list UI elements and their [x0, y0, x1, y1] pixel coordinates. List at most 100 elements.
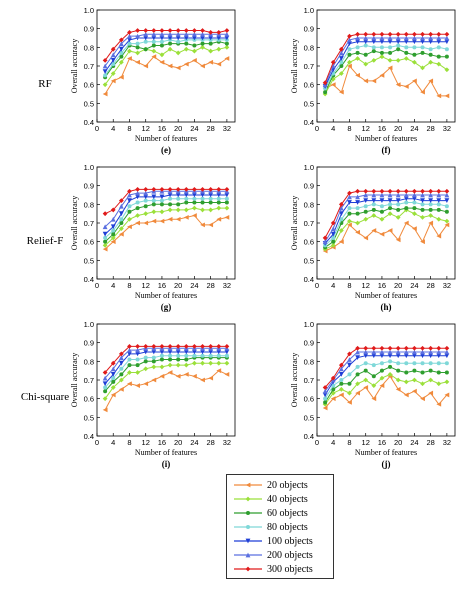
x-tick-label: 28 [426, 124, 434, 133]
legend-item: 20 objects [233, 478, 327, 492]
data-point [192, 349, 197, 355]
x-tick-label: 16 [158, 281, 166, 290]
data-point [143, 194, 149, 200]
data-point [208, 35, 214, 41]
data-point [111, 379, 116, 384]
data-point [444, 93, 450, 99]
y-tick-label: 0.5 [84, 99, 94, 108]
chart-panel-e: 0.4 0.5 0.6 0.7 0.8 0.9 1.0 0 4 8 12 16 20 24 28 32 Numb… [70, 6, 236, 155]
data-point [208, 344, 214, 349]
series-20-objects [102, 213, 230, 252]
data-point [387, 353, 393, 359]
data-point [135, 370, 140, 375]
x-axis-label: Number of features [355, 291, 417, 300]
data-point [363, 78, 369, 84]
data-point [167, 28, 173, 33]
series-20-objects [322, 63, 450, 99]
data-point [192, 373, 197, 379]
x-tick-label: 24 [190, 124, 198, 133]
series-line [324, 347, 447, 388]
data-point [387, 345, 393, 351]
data-point [135, 41, 140, 46]
y-tick-label: 0.8 [304, 200, 314, 209]
data-point [371, 192, 377, 198]
data-point [395, 39, 401, 45]
y-tick-label: 0.9 [304, 339, 314, 348]
data-point [175, 65, 181, 71]
y-tick-label: 1.0 [304, 6, 314, 15]
data-point [412, 52, 417, 57]
data-point [355, 50, 360, 55]
data-point [428, 188, 434, 194]
y-tick-label: 0.7 [84, 62, 94, 71]
data-point [168, 41, 173, 46]
data-point [420, 349, 425, 355]
data-point [395, 188, 401, 194]
data-point [338, 392, 344, 398]
x-tick-label: 4 [111, 438, 115, 447]
data-point [371, 374, 376, 379]
data-point [355, 355, 360, 360]
data-point [428, 192, 434, 198]
data-point [118, 360, 124, 366]
data-point [110, 207, 116, 213]
data-point [127, 209, 132, 214]
legend: 20 objects 40 objects 60 objects 80 objects… [226, 474, 334, 579]
legend-marker [234, 511, 262, 515]
data-point [175, 50, 181, 56]
series-300-objects [322, 345, 450, 390]
data-point [216, 344, 222, 349]
data-point [331, 387, 336, 392]
data-point [338, 56, 344, 61]
plot-area [96, 9, 236, 123]
data-point [436, 233, 442, 239]
data-point [412, 388, 417, 394]
data-point [330, 220, 336, 226]
data-point [355, 200, 360, 205]
data-point [347, 37, 352, 43]
legend-label: 80 objects [267, 521, 308, 533]
data-point [135, 213, 140, 218]
data-point [127, 357, 132, 362]
data-point [436, 45, 441, 50]
data-point [224, 196, 229, 201]
data-point [436, 381, 442, 387]
data-point [387, 192, 393, 198]
data-point [216, 196, 221, 201]
data-point [110, 366, 116, 372]
data-point [420, 361, 425, 366]
data-point [323, 90, 328, 95]
y-tick-label: 0.5 [304, 413, 314, 422]
data-point [338, 372, 344, 377]
data-point [379, 188, 385, 194]
data-point [395, 58, 401, 63]
data-point [183, 362, 189, 368]
data-point [322, 392, 328, 398]
series-line [324, 48, 447, 93]
data-point [200, 222, 205, 228]
data-point [135, 200, 140, 205]
data-point [388, 206, 393, 211]
data-point [102, 381, 108, 387]
data-point [175, 216, 181, 222]
data-point [363, 204, 368, 209]
data-point [395, 192, 401, 198]
x-tick-label: 32 [443, 438, 451, 447]
series-line [324, 190, 447, 239]
data-point [110, 224, 116, 230]
data-point [103, 235, 108, 240]
data-point [379, 192, 385, 198]
data-point [444, 392, 450, 398]
data-point [167, 35, 173, 41]
data-point [428, 213, 434, 218]
data-point [168, 202, 173, 207]
legend-symbol [245, 552, 251, 558]
data-point [176, 357, 181, 362]
x-tick-label: 28 [426, 438, 434, 447]
data-point [379, 31, 385, 37]
data-point [200, 31, 205, 37]
data-point [420, 39, 425, 45]
data-point [387, 228, 393, 233]
data-point [339, 64, 344, 68]
data-point [379, 198, 385, 203]
